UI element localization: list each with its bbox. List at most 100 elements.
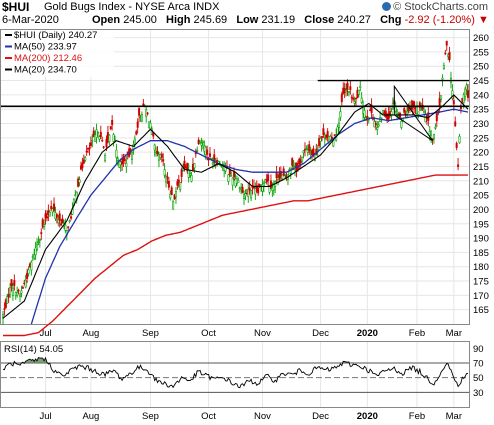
price-candle	[160, 154, 163, 158]
ma20-line	[2, 94, 469, 319]
month-label: Dec	[312, 328, 329, 339]
price-candle	[261, 184, 264, 192]
price-candle	[113, 139, 116, 142]
price-legend-item: MA(200) 212.46	[14, 53, 82, 64]
price-candle	[458, 135, 461, 144]
price-candle	[98, 136, 101, 140]
price-candle	[140, 114, 143, 122]
price-candle	[421, 104, 424, 110]
price-candle	[206, 149, 209, 155]
price-candle	[37, 241, 40, 243]
price-candle	[211, 162, 214, 165]
price-candle	[305, 148, 308, 150]
price-candle	[33, 254, 36, 259]
quote-line: Open 245.00 High 245.69 Low 231.19 Close…	[92, 14, 489, 26]
price-candle	[186, 162, 189, 172]
price-candle	[67, 226, 70, 229]
price-candle	[84, 157, 87, 161]
chg-number: -2.92 (-1.20%)	[404, 14, 475, 26]
price-candle	[9, 287, 12, 295]
price-candle	[452, 100, 455, 105]
rsi-tick-label: 90	[473, 344, 484, 355]
price-candle	[237, 180, 240, 183]
price-candle	[313, 159, 316, 161]
price-candle	[281, 174, 284, 180]
price-candle	[442, 64, 445, 70]
rsi-month-label: 2020	[357, 411, 378, 422]
rsi-month-label: Jul	[39, 411, 51, 422]
price-tick-label: 165	[473, 305, 489, 316]
price-candle	[55, 213, 58, 218]
price-candle	[466, 90, 469, 98]
price-candle	[115, 149, 118, 159]
price-candle	[196, 150, 199, 152]
rsi-tick-label: 30	[473, 388, 484, 399]
price-candle	[413, 101, 416, 107]
price-candle	[138, 108, 141, 116]
price-candle	[291, 158, 294, 166]
price-candle	[34, 247, 37, 256]
price-candle	[230, 175, 233, 177]
chg-label: Chg	[380, 14, 402, 26]
low-value: 231.19	[261, 14, 296, 26]
price-candle	[418, 102, 421, 109]
price-candle	[183, 160, 186, 168]
triangle-pattern	[393, 84, 434, 142]
price-candle	[135, 131, 138, 135]
price-candle	[339, 111, 342, 118]
price-candle	[417, 111, 420, 115]
price-candle	[428, 131, 431, 136]
rsi-tick-label: 70	[473, 359, 484, 370]
price-candle	[104, 154, 107, 161]
price-candle	[292, 165, 295, 168]
price-candle	[312, 148, 315, 155]
price-candle	[95, 129, 98, 138]
price-tick-label: 195	[473, 219, 489, 230]
price-candle	[257, 187, 260, 194]
price-candle	[146, 112, 149, 115]
price-tick-label: 170	[473, 291, 489, 302]
price-candle	[70, 216, 73, 219]
price-candle	[116, 158, 119, 161]
down-arrow-icon: ▼	[477, 14, 489, 26]
rsi-month-label: Sep	[142, 411, 159, 422]
price-candle	[176, 181, 179, 186]
price-candle	[201, 141, 204, 143]
price-candle	[340, 93, 343, 103]
price-candle	[272, 183, 275, 191]
price-candle	[374, 123, 377, 125]
price-candle	[268, 185, 271, 193]
price-candle	[48, 211, 51, 217]
price-candle	[121, 160, 124, 165]
ma200-line	[3, 174, 468, 337]
price-candle	[244, 193, 247, 197]
price-candle	[170, 187, 173, 196]
price-tick-label: 250	[473, 62, 489, 73]
price-candle	[396, 110, 399, 114]
price-tick-label: 235	[473, 105, 489, 116]
price-candle	[420, 109, 423, 111]
price-candle	[322, 128, 325, 135]
price-candle	[445, 40, 448, 46]
month-label: Jul	[39, 328, 51, 339]
price-legend-box	[2, 31, 114, 77]
price-candle	[357, 89, 360, 95]
price-candle	[78, 179, 81, 183]
price-candle	[462, 94, 465, 103]
price-candle	[319, 138, 322, 142]
price-candle	[457, 164, 460, 167]
price-candle	[105, 138, 108, 148]
price-tick-label: 215	[473, 162, 489, 173]
price-candle	[26, 272, 29, 279]
month-label: 2020	[357, 328, 378, 339]
price-candle	[406, 110, 409, 115]
price-candle	[301, 156, 304, 162]
price-candle	[320, 136, 323, 138]
month-label: Nov	[254, 328, 271, 339]
price-candle	[20, 290, 23, 294]
price-candle	[380, 117, 383, 120]
price-candle	[153, 144, 156, 151]
price-candle	[123, 159, 126, 161]
price-candle	[64, 224, 67, 231]
price-legend-item: MA(50) 233.97	[14, 42, 77, 53]
